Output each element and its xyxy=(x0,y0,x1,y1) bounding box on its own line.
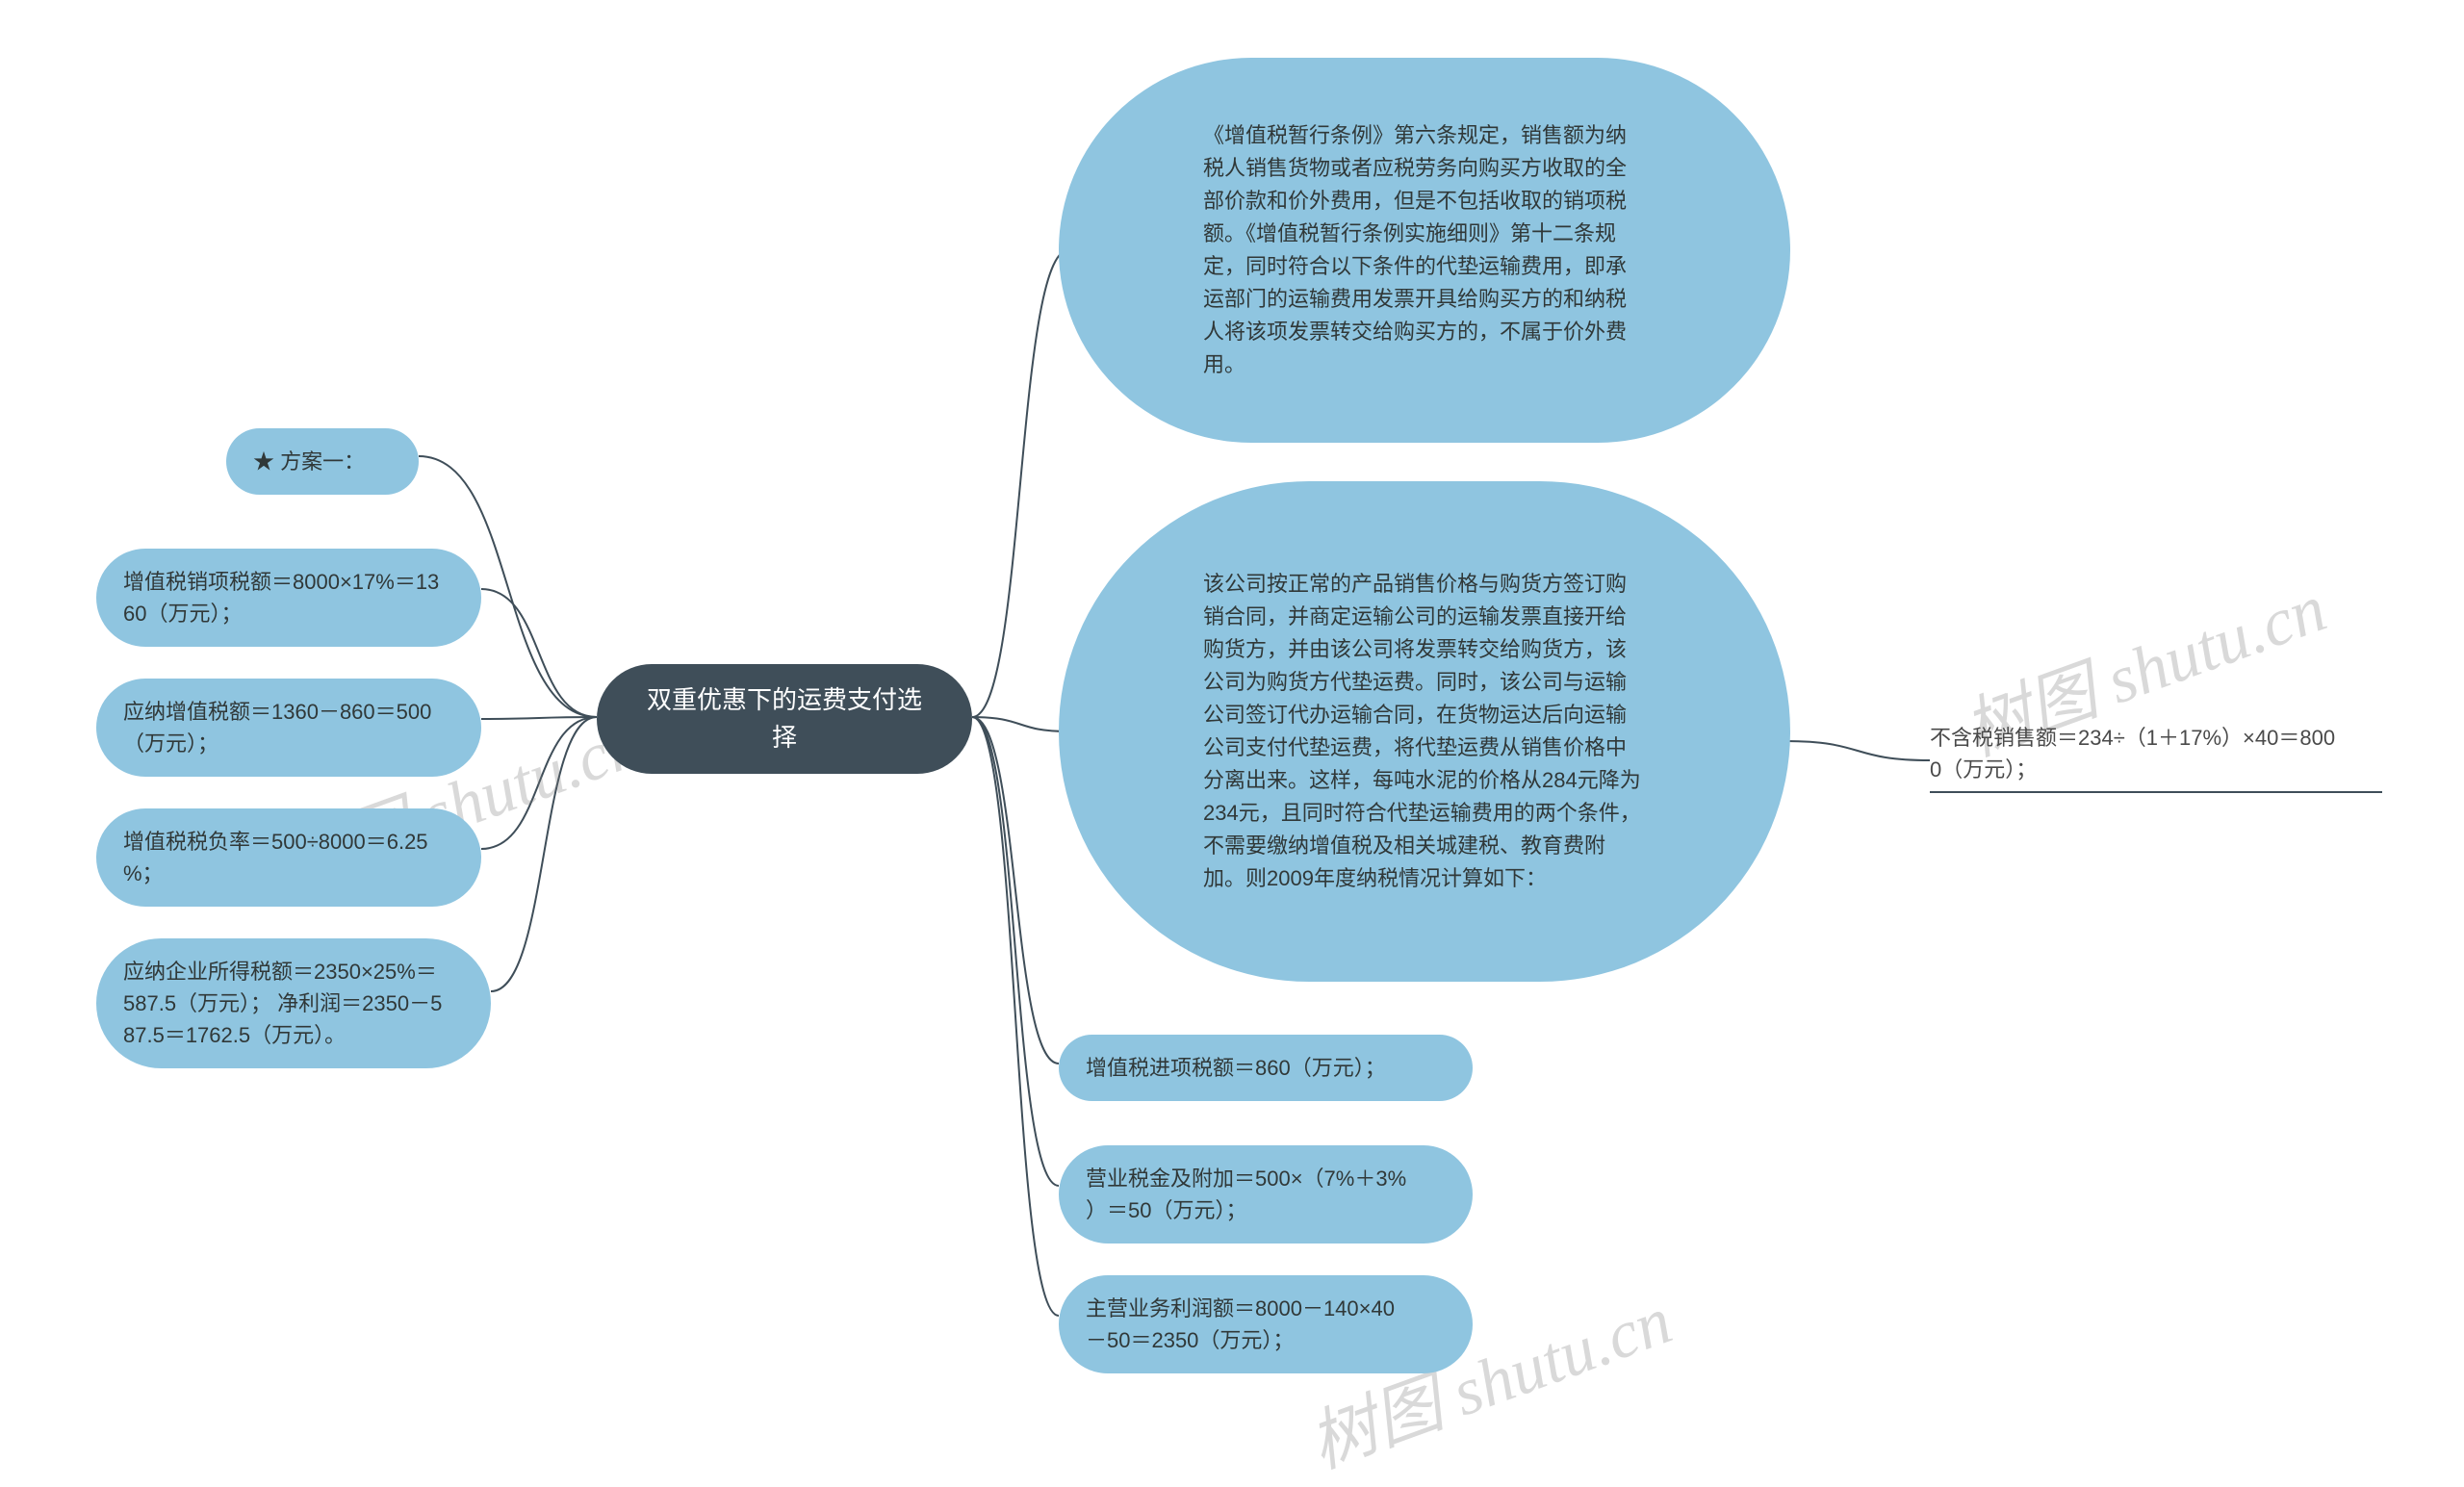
node-text: 不含税销售额＝234÷（1＋17%）×40＝8000（万元）； xyxy=(1930,726,2335,782)
right-node-main-profit[interactable]: 主营业务利润额＝8000－140×40－50＝2350（万元）； xyxy=(1059,1275,1473,1373)
node-text: 主营业务利润额＝8000－140×40－50＝2350（万元）； xyxy=(1086,1293,1395,1356)
node-text: 增值税销项税额＝8000×17%＝1360（万元）； xyxy=(123,566,439,629)
left-node-tax-burden[interactable]: 增值税税负率＝500÷8000＝6.25%； xyxy=(96,808,481,907)
center-label: 双重优惠下的运费支付选择 xyxy=(647,681,922,756)
node-text: 增值税进项税额＝860（万元）； xyxy=(1086,1052,1386,1084)
right-big-node-company[interactable]: 该公司按正常的产品销售价格与购货方签订购销合同，并商定运输公司的运输发票直接开给… xyxy=(1059,481,1790,982)
left-node-vat-payable[interactable]: 应纳增值税额＝1360－860＝500（万元）； xyxy=(96,679,481,777)
left-node-plan[interactable]: ★ 方案一： xyxy=(226,428,419,495)
node-text: 应纳增值税额＝1360－860＝500（万元）； xyxy=(123,696,431,759)
left-node-income-tax[interactable]: 应纳企业所得税额＝2350×25%＝587.5（万元）； 净利润＝2350－58… xyxy=(96,938,491,1068)
leaf-node-sales[interactable]: 不含税销售额＝234÷（1＋17%）×40＝8000（万元）； xyxy=(1930,722,2382,793)
right-node-business-tax[interactable]: 营业税金及附加＝500×（7%＋3%）＝50（万元）； xyxy=(1059,1145,1473,1243)
node-text: 营业税金及附加＝500×（7%＋3%）＝50（万元）； xyxy=(1086,1163,1406,1226)
center-node[interactable]: 双重优惠下的运费支付选择 xyxy=(597,664,972,774)
right-node-input-tax[interactable]: 增值税进项税额＝860（万元）； xyxy=(1059,1035,1473,1101)
node-text: 增值税税负率＝500÷8000＝6.25%； xyxy=(123,826,428,889)
left-node-output-tax[interactable]: 增值税销项税额＝8000×17%＝1360（万元）； xyxy=(96,549,481,647)
node-text: ★ 方案一： xyxy=(253,446,365,477)
mindmap-canvas: 树图 shutu.cn 树图 shutu.cn 树图 shutu.cn 双重优惠… xyxy=(0,0,2464,1356)
node-text: 应纳企业所得税额＝2350×25%＝587.5（万元）； 净利润＝2350－58… xyxy=(123,956,442,1051)
right-big-node-regulation[interactable]: 《增值税暂行条例》第六条规定，销售额为纳税人销售货物或者应税劳务向购买方收取的全… xyxy=(1059,58,1790,443)
node-text: 《增值税暂行条例》第六条规定，销售额为纳税人销售货物或者应税劳务向购买方收取的全… xyxy=(1203,119,1646,382)
node-text: 该公司按正常的产品销售价格与购货方签订购销合同，并商定运输公司的运输发票直接开给… xyxy=(1203,568,1646,896)
